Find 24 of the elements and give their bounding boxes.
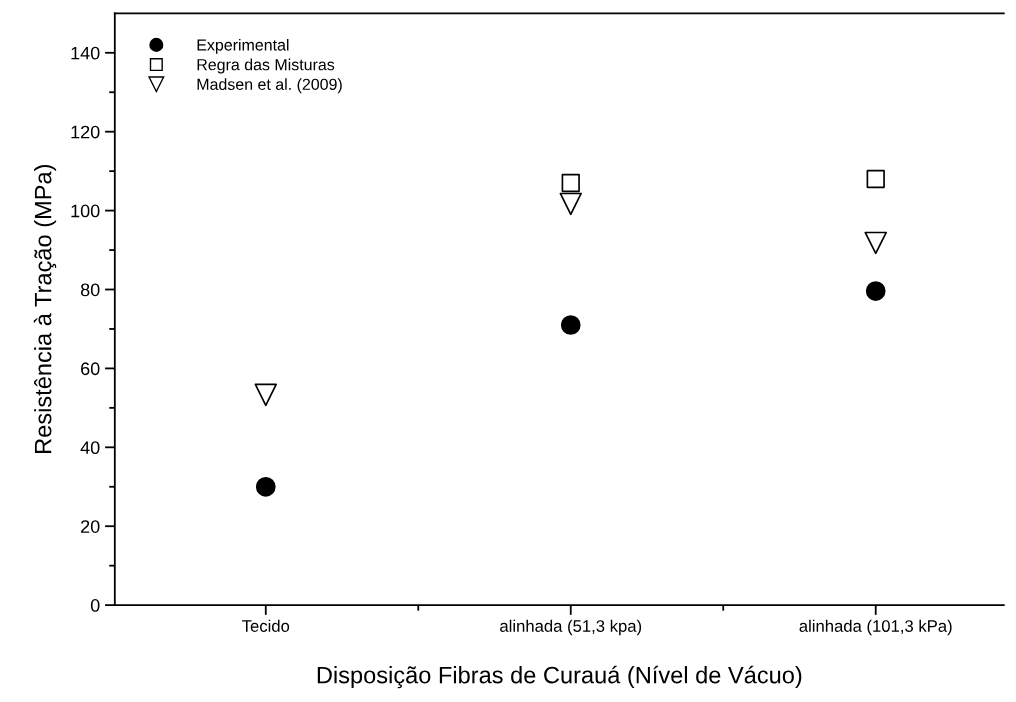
- y-tick-label: 60: [81, 362, 100, 376]
- point: [255, 476, 276, 497]
- y-tick-label: 0: [90, 599, 100, 612]
- x-tick-label: alinhada (51,3 kpa): [500, 619, 642, 636]
- point: [865, 281, 886, 301]
- point: [560, 315, 581, 335]
- x-axis-title: Disposição Fibras de Curauá (Nível de Vácuo): [317, 665, 802, 689]
- legend-label: Experimental: [197, 38, 289, 54]
- y-tick-label: 140: [71, 46, 100, 60]
- point: [864, 231, 887, 255]
- x-tick-label: alinhada (101,3 kPa): [799, 619, 952, 636]
- y-axis-title: Resistência à Tração (MPa): [33, 165, 57, 453]
- legend-label: Madsen et al. (2009): [197, 78, 342, 94]
- y-tick-label: 100: [71, 204, 100, 218]
- point: [866, 169, 885, 189]
- legend-label: Regra das Misturas: [197, 58, 335, 74]
- y-tick-label: 20: [81, 520, 100, 533]
- point: [561, 173, 580, 193]
- x-tick-label: Tecido: [242, 619, 290, 632]
- y-tick-label: 40: [80, 441, 100, 455]
- y-tick-label: 120: [71, 125, 100, 139]
- point: [559, 192, 582, 216]
- point: [254, 383, 278, 407]
- y-tick-label: 80: [80, 283, 100, 297]
